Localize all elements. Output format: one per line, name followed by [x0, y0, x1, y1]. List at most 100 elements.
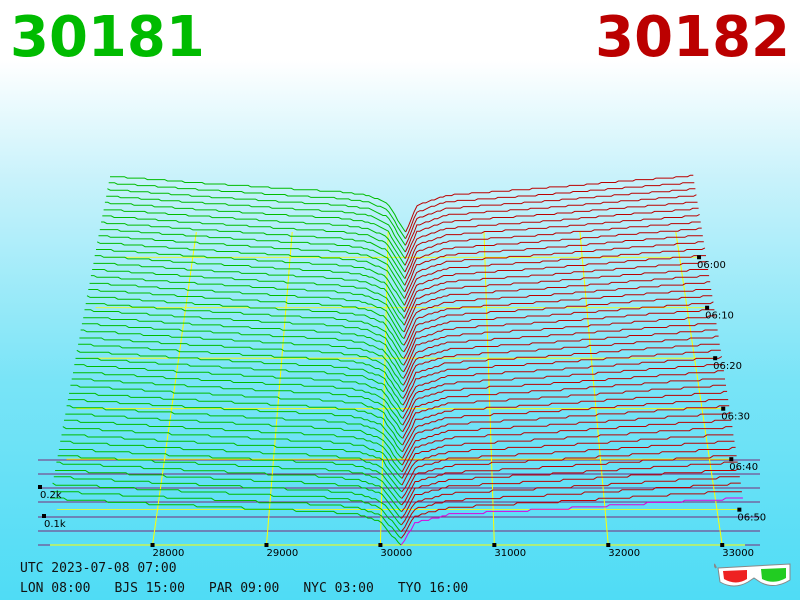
ask-depth-curve: [402, 399, 729, 453]
ask-depth-curve: [403, 275, 710, 333]
ask-depth-curve: [404, 247, 706, 306]
ask-depth-curve: [401, 446, 736, 499]
grid-price-line: [579, 231, 609, 546]
3d-glasses-icon[interactable]: [714, 560, 794, 594]
ask-depth-curve: [401, 411, 731, 466]
bid-depth-curve: [50, 497, 402, 546]
bid-depth-curve: [81, 323, 404, 379]
bid-price: 30181: [10, 5, 205, 70]
bid-depth-curve: [65, 413, 403, 466]
bid-depth-curve: [83, 317, 404, 373]
ask-depth-curve: [403, 255, 706, 313]
bid-depth-curve: [66, 405, 403, 459]
clock-lon: LON 08:00: [20, 581, 91, 596]
z-tick-label: 0.2k: [40, 490, 62, 501]
ask-depth-curve: [403, 269, 709, 326]
ask-depth-curve: [400, 491, 742, 539]
bid-depth-curve: [92, 269, 405, 326]
x-tick-marker: [720, 543, 725, 547]
grid-price-line: [152, 231, 197, 546]
bid-depth-curve: [93, 262, 405, 319]
ask-depth-curve: [401, 455, 737, 506]
ask-depth-curve: [403, 289, 712, 346]
clock-par: PAR 09:00: [208, 581, 280, 596]
ask-depth-curve: [404, 201, 698, 259]
bid-depth-curve: [60, 440, 403, 493]
ask-depth-curve: [402, 329, 718, 386]
time-tick-label: 06:30: [721, 412, 750, 423]
ask-depth-curve: [405, 174, 694, 233]
bid-depth-curve: [96, 249, 405, 306]
bid-depth-curve: [107, 188, 406, 246]
bid-depth-curve: [79, 337, 404, 393]
ask-depth-curve: [404, 235, 703, 293]
ask-depth-curve: [403, 309, 715, 366]
bid-depth-curve: [78, 343, 404, 399]
ask-depth-curve: [404, 213, 700, 273]
grid-price-line: [675, 231, 723, 546]
bid-depth-curve: [55, 470, 402, 519]
time-tick-marker: [713, 356, 718, 361]
time-tick-label: 06:20: [713, 361, 742, 372]
x-tick-marker: [606, 543, 611, 547]
clock-tyo: TYO 16:00: [397, 581, 469, 596]
ask-depth-curve: [403, 281, 711, 339]
bid-depth-curve: [103, 209, 406, 266]
utc-time: UTC 2023-07-08 07:00: [20, 561, 177, 576]
ask-depth-curve: [402, 349, 721, 406]
bid-depth-curve: [110, 176, 406, 233]
x-tick-label: 29000: [266, 548, 298, 559]
ask-depth-curve: [402, 343, 720, 399]
ask-depth-curve: [404, 241, 704, 299]
bid-depth-curve: [80, 329, 404, 386]
ask-depth-curve: [402, 364, 723, 419]
grid-price-line: [379, 231, 389, 546]
bid-depth-curve: [90, 275, 405, 333]
x-tick-label: 31000: [494, 548, 526, 559]
x-tick-label: 30000: [380, 548, 412, 559]
clock-bjs: BJS 15:00: [114, 581, 185, 596]
bid-depth-curve: [85, 303, 405, 359]
bid-depth-curve: [98, 235, 406, 293]
bid-depth-curve: [74, 364, 404, 419]
bid-depth-curve: [61, 434, 403, 486]
bid-depth-curve: [58, 449, 403, 499]
bid-depth-curve: [86, 295, 405, 353]
ask-depth-curve: [403, 261, 707, 319]
ask-depth-curve: [403, 315, 716, 373]
x-tick-marker: [150, 543, 155, 547]
bid-depth-curve: [102, 215, 406, 273]
bid-depth-curve: [73, 372, 404, 426]
ask-depth-curve: [402, 390, 728, 446]
z-tick-marker: [38, 485, 42, 489]
ask-depth-curve: [401, 419, 732, 472]
ask-depth-curve: [401, 426, 733, 479]
x-tick-label: 32000: [608, 548, 640, 559]
bid-depth-curve: [106, 195, 406, 253]
bid-depth-curve: [67, 399, 403, 453]
bid-depth-curve: [57, 455, 402, 506]
clock-nyc: NYC 03:00: [303, 581, 374, 596]
bid-depth-curve: [84, 309, 404, 366]
ask-price: 30182: [595, 5, 790, 70]
bid-depth-curve: [64, 419, 403, 473]
grid-price-line: [483, 231, 495, 546]
ask-depth-curve: [401, 476, 740, 526]
ask-depth-curve: [401, 434, 734, 486]
ask-depth-curve: [405, 182, 695, 239]
time-tick-label: 06:50: [737, 513, 766, 524]
bid-depth-curve: [71, 378, 403, 433]
ask-depth-curve: [404, 207, 699, 266]
bid-depth-curve: [62, 426, 403, 479]
ask-depth-curve: [402, 384, 726, 439]
bid-depth-curve: [75, 357, 404, 413]
bid-depth-curve: [89, 282, 405, 339]
ask-depth-curve: [403, 295, 713, 353]
ask-depth-curve: [400, 482, 741, 533]
ask-depth-curve: [401, 467, 739, 519]
z-tick-label: 0.1k: [44, 519, 66, 530]
time-tick-marker: [697, 255, 702, 260]
bid-depth-curve: [94, 255, 405, 313]
bid-depth-curve: [52, 482, 402, 533]
